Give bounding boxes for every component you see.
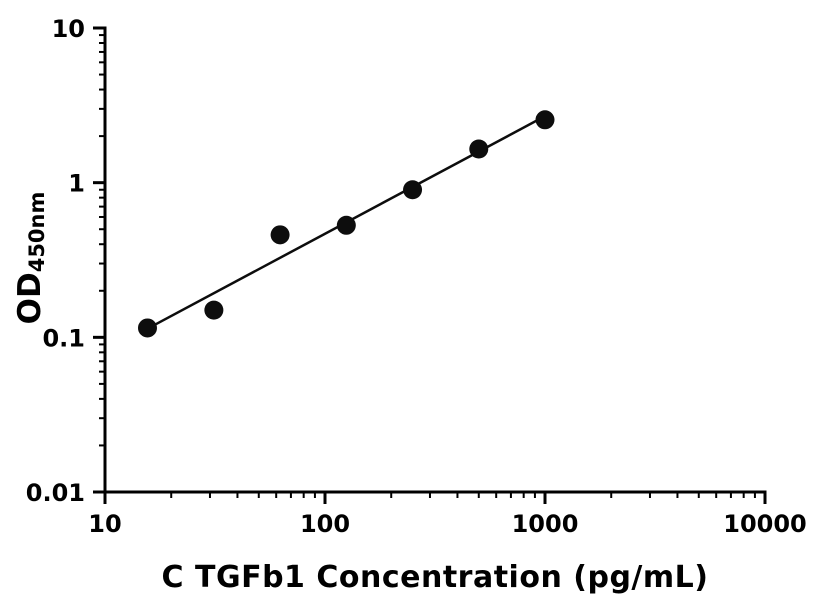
y-tick-label: 0.1 xyxy=(42,324,85,352)
x-axis-title: C TGFb1 Concentration (pg/mL) xyxy=(105,560,765,595)
data-point xyxy=(403,180,423,200)
x-tick-label: 1000 xyxy=(512,510,579,538)
x-axis-title-text: C TGFb1 Concentration (pg/mL) xyxy=(161,560,709,595)
x-tick-label: 10000 xyxy=(723,510,807,538)
x-tick-label: 100 xyxy=(300,510,350,538)
data-point xyxy=(204,300,224,320)
data-points xyxy=(137,110,555,338)
data-point xyxy=(336,215,356,235)
y-tick-label: 10 xyxy=(52,15,85,43)
axes xyxy=(103,26,767,494)
y-axis-title-text: OD xyxy=(12,272,48,325)
data-point xyxy=(469,139,489,159)
y-axis-title-subscript: 450nm xyxy=(25,191,49,273)
y-axis-title: OD 450nm xyxy=(7,158,53,358)
data-point xyxy=(137,318,157,338)
y-tick-label: 1 xyxy=(68,170,85,198)
data-point xyxy=(270,225,290,245)
x-tick-label: 10 xyxy=(88,510,121,538)
data-point xyxy=(535,110,555,130)
y-tick-label: 0.01 xyxy=(26,479,85,507)
